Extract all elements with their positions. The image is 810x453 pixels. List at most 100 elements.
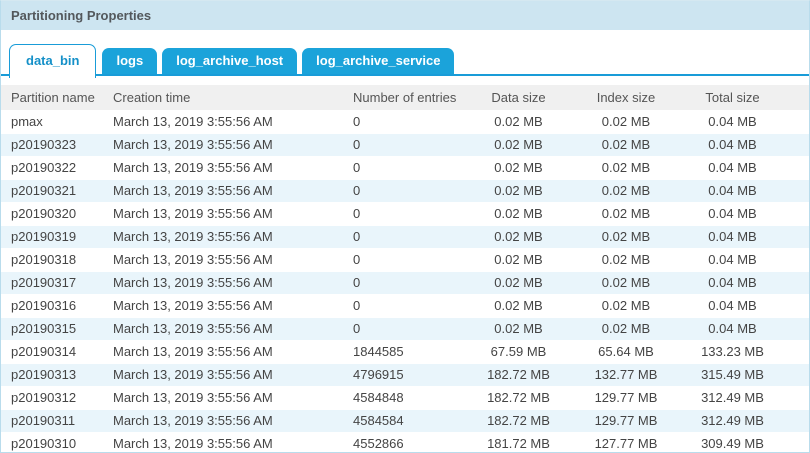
- cell-p20190310-1: March 13, 2019 3:55:56 AM: [113, 431, 343, 452]
- column-header-partition-name: Partition name: [1, 85, 113, 110]
- panel-title: Partitioning Properties: [11, 8, 152, 23]
- cell-p20190319-4: 0.02 MB: [576, 224, 676, 248]
- cell-p20190321-4: 0.02 MB: [576, 178, 676, 202]
- tab-log_archive_host[interactable]: log_archive_host: [162, 48, 298, 74]
- cell-p20190310-0: p20190310: [1, 431, 113, 452]
- table-row-p20190314: p20190314 March 13, 2019 3:55:56 AM 184458…: [1, 339, 809, 363]
- table-row-p20190317: p20190317 March 13, 2019 3:55:56 AM 0 0.02 …: [1, 270, 809, 294]
- cell-p20190316-2: 0: [343, 293, 461, 317]
- cell-p20190311-4: 129.77 MB: [576, 408, 676, 432]
- cell-p20190318-3: 0.02 MB: [461, 247, 576, 271]
- cell-p20190311-1: March 13, 2019 3:55:56 AM: [113, 408, 343, 432]
- cell-p20190311-5: 312.49 MB: [676, 408, 809, 432]
- cell-p20190320-1: March 13, 2019 3:55:56 AM: [113, 201, 343, 225]
- table-row-p20190313: p20190313 March 13, 2019 3:55:56 AM 479691…: [1, 362, 809, 386]
- cell-p20190314-1: March 13, 2019 3:55:56 AM: [113, 339, 343, 363]
- cell-p20190322-3: 0.02 MB: [461, 155, 576, 179]
- cell-pmax-1: March 13, 2019 3:55:56 AM: [113, 109, 343, 133]
- table-body: pmax March 13, 2019 3:55:56 AM 0 0.02 MB 0.0…: [1, 109, 809, 452]
- table-row-p20190320: p20190320 March 13, 2019 3:55:56 AM 0 0.02 …: [1, 201, 809, 225]
- cell-pmax-3: 0.02 MB: [461, 109, 576, 133]
- cell-p20190310-2: 4552866: [343, 431, 461, 452]
- cell-p20190317-4: 0.02 MB: [576, 270, 676, 294]
- cell-p20190319-0: p20190319: [1, 224, 113, 248]
- cell-p20190323-4: 0.02 MB: [576, 132, 676, 156]
- cell-p20190321-3: 0.02 MB: [461, 178, 576, 202]
- cell-p20190316-5: 0.04 MB: [676, 293, 809, 317]
- cell-p20190315-2: 0: [343, 316, 461, 340]
- cell-p20190312-2: 4584848: [343, 385, 461, 409]
- cell-p20190311-2: 4584584: [343, 408, 461, 432]
- cell-p20190315-4: 0.02 MB: [576, 316, 676, 340]
- cell-p20190313-5: 315.49 MB: [676, 362, 809, 386]
- cell-p20190318-0: p20190318: [1, 247, 113, 271]
- cell-p20190314-4: 65.64 MB: [576, 339, 676, 363]
- cell-p20190310-3: 181.72 MB: [461, 431, 576, 452]
- cell-p20190323-1: March 13, 2019 3:55:56 AM: [113, 132, 343, 156]
- cell-p20190317-2: 0: [343, 270, 461, 294]
- table-row-p20190322: p20190322 March 13, 2019 3:55:56 AM 0 0.02 …: [1, 155, 809, 179]
- cell-pmax-5: 0.04 MB: [676, 109, 809, 133]
- cell-p20190322-2: 0: [343, 155, 461, 179]
- tab-data_bin[interactable]: data_bin: [9, 44, 97, 78]
- table-row-p20190316: p20190316 March 13, 2019 3:55:56 AM 0 0.02 …: [1, 293, 809, 317]
- cell-p20190316-4: 0.02 MB: [576, 293, 676, 317]
- table-row-p20190323: p20190323 March 13, 2019 3:55:56 AM 0 0.02 …: [1, 132, 809, 156]
- cell-p20190315-0: p20190315: [1, 316, 113, 340]
- column-header-data-size: Data size: [461, 85, 576, 110]
- cell-p20190312-3: 182.72 MB: [461, 385, 576, 409]
- cell-p20190318-1: March 13, 2019 3:55:56 AM: [113, 247, 343, 271]
- cell-p20190317-3: 0.02 MB: [461, 270, 576, 294]
- cell-p20190312-0: p20190312: [1, 385, 113, 409]
- cell-p20190312-4: 129.77 MB: [576, 385, 676, 409]
- cell-p20190320-2: 0: [343, 201, 461, 225]
- cell-p20190316-3: 0.02 MB: [461, 293, 576, 317]
- cell-p20190320-4: 0.02 MB: [576, 201, 676, 225]
- cell-p20190320-5: 0.04 MB: [676, 201, 809, 225]
- cell-p20190322-0: p20190322: [1, 155, 113, 179]
- column-header-index-size: Index size: [576, 85, 676, 110]
- cell-p20190323-3: 0.02 MB: [461, 132, 576, 156]
- cell-p20190315-1: March 13, 2019 3:55:56 AM: [113, 316, 343, 340]
- cell-p20190316-0: p20190316: [1, 293, 113, 317]
- cell-p20190315-5: 0.04 MB: [676, 316, 809, 340]
- cell-p20190321-5: 0.04 MB: [676, 178, 809, 202]
- cell-pmax-2: 0: [343, 109, 461, 133]
- tab-log_archive_service[interactable]: log_archive_service: [302, 48, 455, 74]
- cell-p20190311-3: 182.72 MB: [461, 408, 576, 432]
- table-row-p20190318: p20190318 March 13, 2019 3:55:56 AM 0 0.02 …: [1, 247, 809, 271]
- cell-p20190322-1: March 13, 2019 3:55:56 AM: [113, 155, 343, 179]
- cell-p20190313-4: 132.77 MB: [576, 362, 676, 386]
- tab-logs[interactable]: logs: [102, 48, 158, 74]
- column-header-number-of-entries: Number of entries: [343, 85, 461, 110]
- table-row-p20190310: p20190310 March 13, 2019 3:55:56 AM 455286…: [1, 431, 809, 452]
- cell-p20190310-5: 309.49 MB: [676, 431, 809, 452]
- cell-p20190317-5: 0.04 MB: [676, 270, 809, 294]
- partitions-table: Partition name Creation time Number of ent…: [1, 85, 809, 452]
- cell-p20190312-5: 312.49 MB: [676, 385, 809, 409]
- tab-underline: [1, 74, 809, 76]
- cell-p20190323-5: 0.04 MB: [676, 132, 809, 156]
- cell-p20190314-2: 1844585: [343, 339, 461, 363]
- cell-p20190313-3: 182.72 MB: [461, 362, 576, 386]
- table-row-p20190321: p20190321 March 13, 2019 3:55:56 AM 0 0.02 …: [1, 178, 809, 202]
- cell-pmax-4: 0.02 MB: [576, 109, 676, 133]
- cell-p20190314-3: 67.59 MB: [461, 339, 576, 363]
- tab-bar: data_bin logs log_archive_host log_archive_…: [1, 36, 809, 78]
- table-row-p20190315: p20190315 March 13, 2019 3:55:56 AM 0 0.02 …: [1, 316, 809, 340]
- cell-p20190322-5: 0.04 MB: [676, 155, 809, 179]
- cell-p20190313-1: March 13, 2019 3:55:56 AM: [113, 362, 343, 386]
- cell-p20190310-4: 127.77 MB: [576, 431, 676, 452]
- cell-p20190318-5: 0.04 MB: [676, 247, 809, 271]
- cell-p20190315-3: 0.02 MB: [461, 316, 576, 340]
- cell-p20190314-5: 133.23 MB: [676, 339, 809, 363]
- table-header-row: Partition name Creation time Number of ent…: [1, 85, 809, 110]
- cell-p20190319-2: 0: [343, 224, 461, 248]
- cell-p20190320-0: p20190320: [1, 201, 113, 225]
- cell-p20190311-0: p20190311: [1, 408, 113, 432]
- cell-p20190319-1: March 13, 2019 3:55:56 AM: [113, 224, 343, 248]
- cell-p20190321-1: March 13, 2019 3:55:56 AM: [113, 178, 343, 202]
- table-row-p20190312: p20190312 March 13, 2019 3:55:56 AM 458484…: [1, 385, 809, 409]
- cell-p20190313-2: 4796915: [343, 362, 461, 386]
